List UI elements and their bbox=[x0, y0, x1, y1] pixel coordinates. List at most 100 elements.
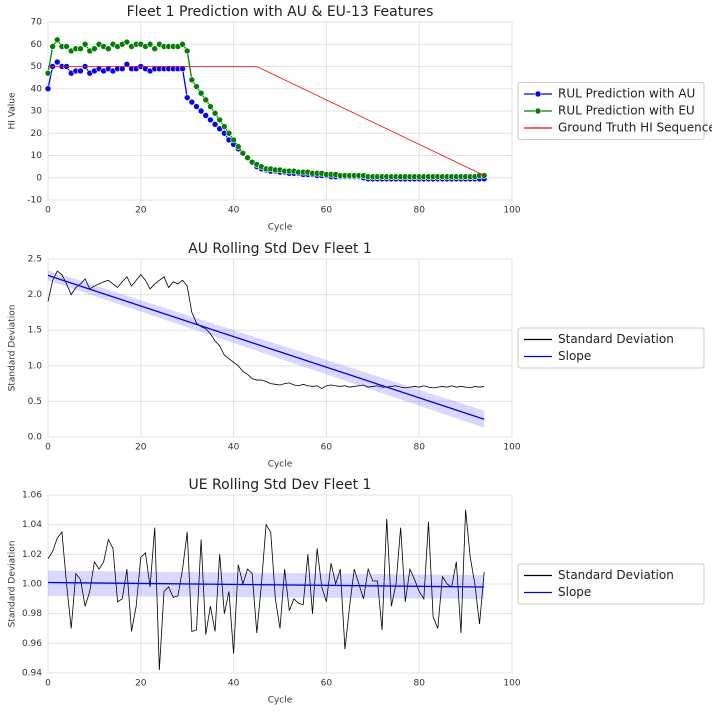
legend-box bbox=[517, 82, 705, 140]
x-axis-label: Cycle bbox=[268, 223, 293, 233]
x-axis-label: Cycle bbox=[268, 460, 293, 470]
legend-label: Ground Truth HI Sequence bbox=[558, 121, 712, 135]
data-point bbox=[77, 67, 84, 75]
data-point bbox=[197, 107, 205, 115]
data-point bbox=[183, 94, 191, 101]
y-tick-label: 2.0 bbox=[28, 290, 43, 300]
y-tick-label: 0.98 bbox=[22, 609, 42, 619]
y-tick-label: 1.0 bbox=[28, 361, 43, 371]
chart-title: Fleet 1 Prediction with AU & EU-13 Featu… bbox=[127, 4, 434, 20]
y-tick-label: 60 bbox=[31, 40, 43, 50]
data-point bbox=[44, 69, 52, 77]
y-tick-label: 0.0 bbox=[28, 433, 43, 443]
data-point bbox=[118, 65, 126, 73]
chart-title: AU Rolling Std Dev Fleet 1 bbox=[188, 241, 372, 257]
y-axis-label: Standard Deviation bbox=[8, 305, 18, 392]
data-point bbox=[202, 96, 210, 104]
data-point bbox=[216, 116, 223, 124]
data-point bbox=[183, 47, 191, 55]
x-tick-label: 80 bbox=[413, 443, 425, 453]
x-tick-label: 40 bbox=[228, 206, 240, 216]
legend-label: Slope bbox=[558, 585, 591, 599]
legend-label: Slope bbox=[558, 349, 591, 363]
series-line bbox=[48, 66, 485, 176]
legend-label: Standard Deviation bbox=[558, 332, 674, 346]
data-point bbox=[53, 36, 61, 44]
data-point bbox=[77, 45, 84, 53]
plot-area bbox=[47, 258, 513, 438]
x-tick-label: 60 bbox=[321, 679, 333, 689]
y-axis-label: HI Value bbox=[8, 92, 18, 129]
data-point bbox=[146, 40, 154, 48]
legend-marker bbox=[534, 107, 542, 115]
data-point bbox=[53, 58, 61, 66]
y-tick-label: 20 bbox=[31, 129, 43, 139]
x-tick-label: 80 bbox=[413, 206, 425, 216]
y-tick-label: 1.00 bbox=[22, 580, 42, 590]
y-tick-label: 1.06 bbox=[22, 491, 42, 501]
data-point bbox=[105, 45, 112, 53]
y-tick-label: -10 bbox=[27, 196, 42, 206]
data-point bbox=[179, 40, 186, 48]
data-point bbox=[197, 89, 205, 97]
data-point bbox=[207, 103, 214, 110]
x-tick-label: 20 bbox=[135, 443, 147, 453]
data-point bbox=[151, 45, 159, 53]
series-line bbox=[47, 581, 485, 588]
data-point bbox=[188, 76, 196, 84]
data-point bbox=[221, 123, 228, 130]
data-point bbox=[188, 98, 196, 106]
x-tick-label: 0 bbox=[45, 679, 51, 689]
x-tick-label: 0 bbox=[45, 206, 51, 216]
x-tick-label: 0 bbox=[45, 443, 51, 453]
x-tick-label: 60 bbox=[321, 206, 333, 216]
x-tick-label: 40 bbox=[228, 679, 240, 689]
data-point bbox=[207, 116, 214, 124]
series-line bbox=[47, 274, 485, 420]
x-tick-label: 20 bbox=[135, 206, 147, 216]
data-point bbox=[193, 83, 200, 90]
chart-title: UE Rolling Std Dev Fleet 1 bbox=[189, 477, 372, 493]
x-tick-label: 100 bbox=[503, 206, 520, 216]
data-point bbox=[91, 45, 98, 53]
data-point bbox=[44, 85, 52, 93]
data-point bbox=[49, 43, 56, 50]
y-tick-label: 30 bbox=[31, 107, 43, 117]
y-tick-label: 1.5 bbox=[28, 326, 42, 336]
data-point bbox=[230, 136, 237, 144]
x-tick-label: 100 bbox=[503, 679, 520, 689]
data-point bbox=[239, 149, 247, 157]
y-tick-label: 40 bbox=[31, 84, 43, 94]
legend-label: Standard Deviation bbox=[558, 568, 674, 582]
y-tick-label: 0 bbox=[36, 173, 42, 183]
x-tick-label: 20 bbox=[135, 679, 147, 689]
legend-marker bbox=[534, 90, 542, 98]
data-point bbox=[202, 112, 210, 119]
series-line bbox=[47, 509, 485, 671]
data-point bbox=[225, 129, 233, 137]
data-point bbox=[193, 103, 200, 110]
legend-box bbox=[517, 563, 705, 605]
legend-box bbox=[517, 327, 705, 369]
data-point bbox=[63, 43, 70, 50]
y-tick-label: 0.96 bbox=[22, 639, 42, 649]
x-tick-label: 40 bbox=[228, 443, 240, 453]
data-point bbox=[179, 65, 186, 73]
data-point bbox=[211, 121, 219, 128]
y-axis-label: Standard Deviation bbox=[8, 541, 18, 628]
x-tick-label: 100 bbox=[503, 443, 520, 453]
x-axis-label: Cycle bbox=[268, 696, 293, 706]
legend-label: RUL Prediction with AU bbox=[558, 87, 695, 101]
y-tick-label: 2.5 bbox=[28, 255, 42, 265]
data-point bbox=[123, 60, 131, 68]
y-tick-label: 70 bbox=[31, 18, 43, 28]
data-point bbox=[81, 40, 89, 48]
y-tick-label: 0.94 bbox=[22, 669, 42, 679]
data-point bbox=[123, 38, 131, 46]
series-line bbox=[47, 270, 485, 390]
y-tick-label: 0.5 bbox=[28, 397, 42, 407]
legend-label: RUL Prediction with EU bbox=[558, 104, 695, 118]
confidence-band bbox=[48, 270, 485, 428]
